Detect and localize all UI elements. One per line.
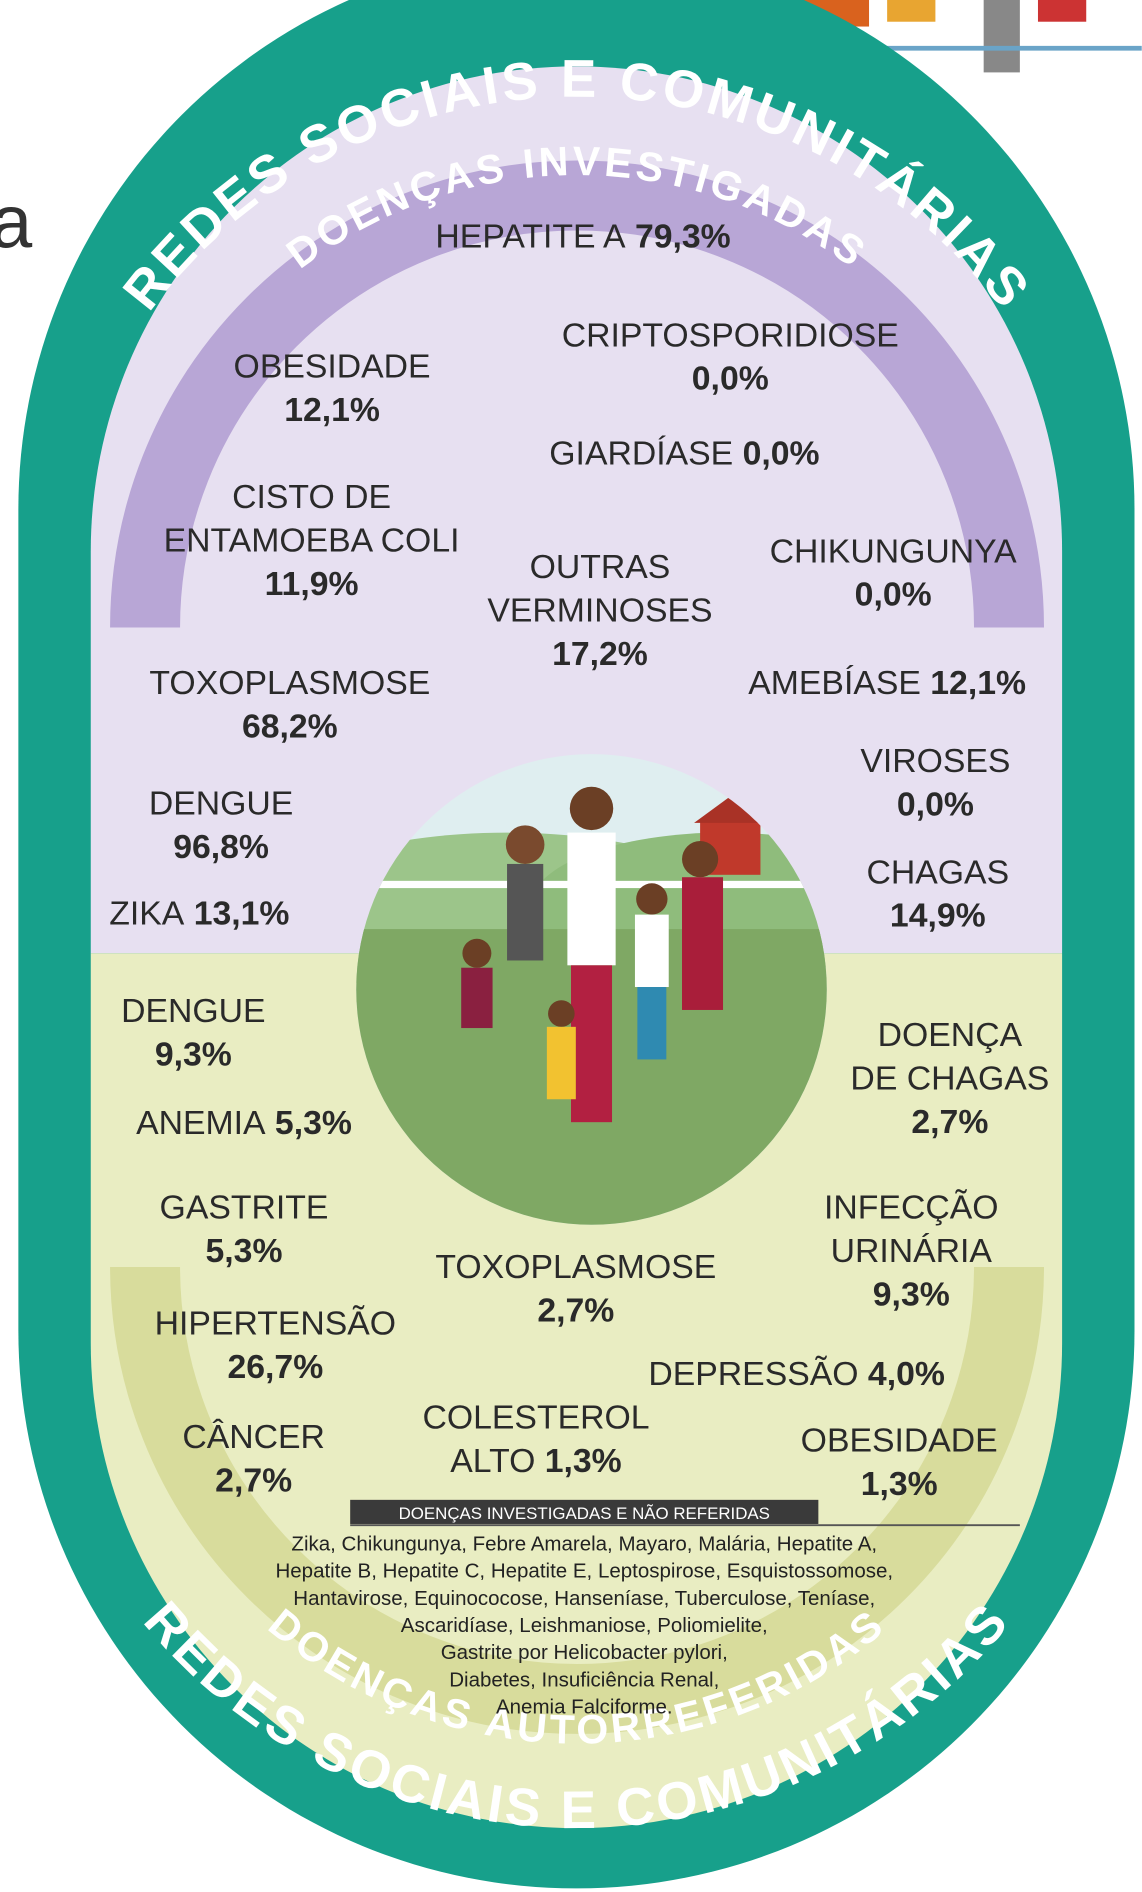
disease-item: DE CHAGAS [850, 1060, 1049, 1098]
disease-item: COLESTEROL [422, 1399, 649, 1437]
disease-name: CISTO DE [232, 478, 391, 516]
disease-name: ANEMIA [136, 1104, 266, 1142]
disease-value: 0,0% [743, 435, 820, 473]
note-line: Ascaridíase, Leishmaniose, Poliomielite, [401, 1614, 768, 1637]
disease-item: GASTRITE [160, 1189, 329, 1227]
note-line: Hepatite B, Hepatite C, Hepatite E, Lept… [275, 1560, 893, 1583]
disease-name: AMEBÍASE [748, 664, 921, 702]
disease-item: CHIKUNGUNYA [770, 532, 1017, 570]
disease-name: VIROSES [860, 742, 1010, 780]
disease-value: 12,1% [284, 391, 380, 429]
note-line: Hantavirose, Equinococose, Hanseníase, T… [293, 1587, 875, 1610]
disease-item: ENTAMOEBA COLI [164, 521, 460, 559]
disease-name: CHIKUNGUNYA [770, 532, 1017, 570]
disease-item: AMEBÍASE 12,1% [748, 664, 1026, 702]
disease-item: INFECÇÃO [824, 1189, 998, 1227]
disease-name: COLESTEROL [422, 1399, 649, 1437]
disease-item: ALTO 1,3% [450, 1442, 621, 1480]
disease-value: 12,1% [930, 664, 1026, 702]
disease-value: 14,9% [890, 897, 986, 935]
disease-name: INFECÇÃO [824, 1189, 998, 1227]
disease-value: 2,7% [215, 1461, 292, 1499]
disease-name: URINÁRIA [831, 1232, 993, 1270]
disease-item: TOXOPLASMOSE [149, 664, 430, 702]
top-right-figures [796, 0, 1142, 73]
disease-value: 0,0% [855, 576, 932, 614]
disease-name: ALTO [450, 1442, 535, 1480]
disease-name: TOXOPLASMOSE [435, 1248, 716, 1286]
disease-item: VERMINOSES [487, 591, 712, 629]
disease-name: CHAGAS [867, 853, 1010, 891]
disease-name: ENTAMOEBA COLI [164, 521, 460, 559]
disease-item: DOENÇA [878, 1016, 1023, 1054]
disease-item: DENGUE [121, 992, 265, 1030]
disease-value: 2,7% [911, 1103, 988, 1141]
disease-item: HEPATITE A 79,3% [435, 217, 730, 255]
disease-value: 9,3% [873, 1276, 950, 1314]
disease-value: 1,3% [861, 1465, 938, 1503]
disease-name: DENGUE [149, 784, 293, 822]
disease-item: ANEMIA 5,3% [136, 1104, 352, 1142]
disease-item: CRIPTOSPORIDIOSE [562, 316, 899, 354]
disease-item: CHAGAS [867, 853, 1010, 891]
disease-name: OBESIDADE [801, 1422, 998, 1460]
disease-item: GIARDÍASE 0,0% [549, 435, 819, 473]
disease-name: HIPERTENSÃO [155, 1305, 396, 1343]
disease-item: VIROSES [860, 742, 1010, 780]
disease-value: 13,1% [194, 894, 290, 932]
disease-name: CÂNCER [182, 1418, 325, 1456]
disease-item: OBESIDADE [234, 348, 431, 386]
disease-value: 68,2% [242, 707, 338, 745]
note-title-box [350, 1499, 819, 1524]
disease-value: 4,0% [868, 1355, 945, 1393]
disease-value: 79,3% [635, 217, 731, 255]
disease-value: 17,2% [552, 635, 648, 673]
disease-value: 0,0% [897, 786, 974, 824]
disease-value: 2,7% [537, 1291, 614, 1329]
disease-value: 5,3% [206, 1232, 283, 1270]
disease-name: DENGUE [121, 992, 265, 1030]
disease-item: CÂNCER [182, 1418, 325, 1456]
disease-name: OBESIDADE [234, 348, 431, 386]
family-illustration [356, 754, 827, 1225]
disease-value: 1,3% [545, 1442, 622, 1480]
note-line: Zika, Chikungunya, Febre Amarela, Mayaro… [291, 1533, 877, 1556]
disease-name: CRIPTOSPORIDIOSE [562, 316, 899, 354]
note-line: Diabetes, Insuficiência Renal, [449, 1668, 719, 1691]
disease-item: DENGUE [149, 784, 293, 822]
cropped-letter: a [0, 179, 33, 263]
disease-name: ZIKA [109, 894, 185, 932]
disease-item: URINÁRIA [831, 1232, 993, 1270]
disease-value: 0,0% [692, 360, 769, 398]
disease-item: OBESIDADE [801, 1422, 998, 1460]
disease-item: DEPRESSÃO 4,0% [648, 1355, 945, 1393]
disease-item: HIPERTENSÃO [155, 1305, 396, 1343]
disease-name: DEPRESSÃO [648, 1355, 858, 1393]
disease-item: OUTRAS [530, 548, 671, 586]
disease-name: DE CHAGAS [850, 1060, 1049, 1098]
disease-item: CISTO DE [232, 478, 391, 516]
disease-name: DOENÇA [878, 1016, 1023, 1054]
disease-item: TOXOPLASMOSE [435, 1248, 716, 1286]
note-title: DOENÇAS INVESTIGADAS E NÃO REFERIDAS [399, 1503, 770, 1523]
disease-value: 5,3% [275, 1104, 352, 1142]
disease-name: GASTRITE [160, 1189, 329, 1227]
disease-name: GIARDÍASE [549, 435, 733, 473]
disease-name: TOXOPLASMOSE [149, 664, 430, 702]
disease-value: 11,9% [265, 565, 359, 603]
disease-name: HEPATITE A [435, 217, 626, 255]
note-line: Gastrite por Helicobacter pylori, [441, 1641, 728, 1664]
disease-item: ZIKA 13,1% [109, 894, 289, 932]
disease-name: OUTRAS [530, 548, 671, 586]
disease-value: 26,7% [228, 1348, 324, 1386]
disease-value: 96,8% [173, 828, 269, 866]
disease-value: 9,3% [155, 1035, 232, 1073]
note-line: Anemia Falciforme. [496, 1695, 673, 1718]
disease-name: VERMINOSES [487, 591, 712, 629]
